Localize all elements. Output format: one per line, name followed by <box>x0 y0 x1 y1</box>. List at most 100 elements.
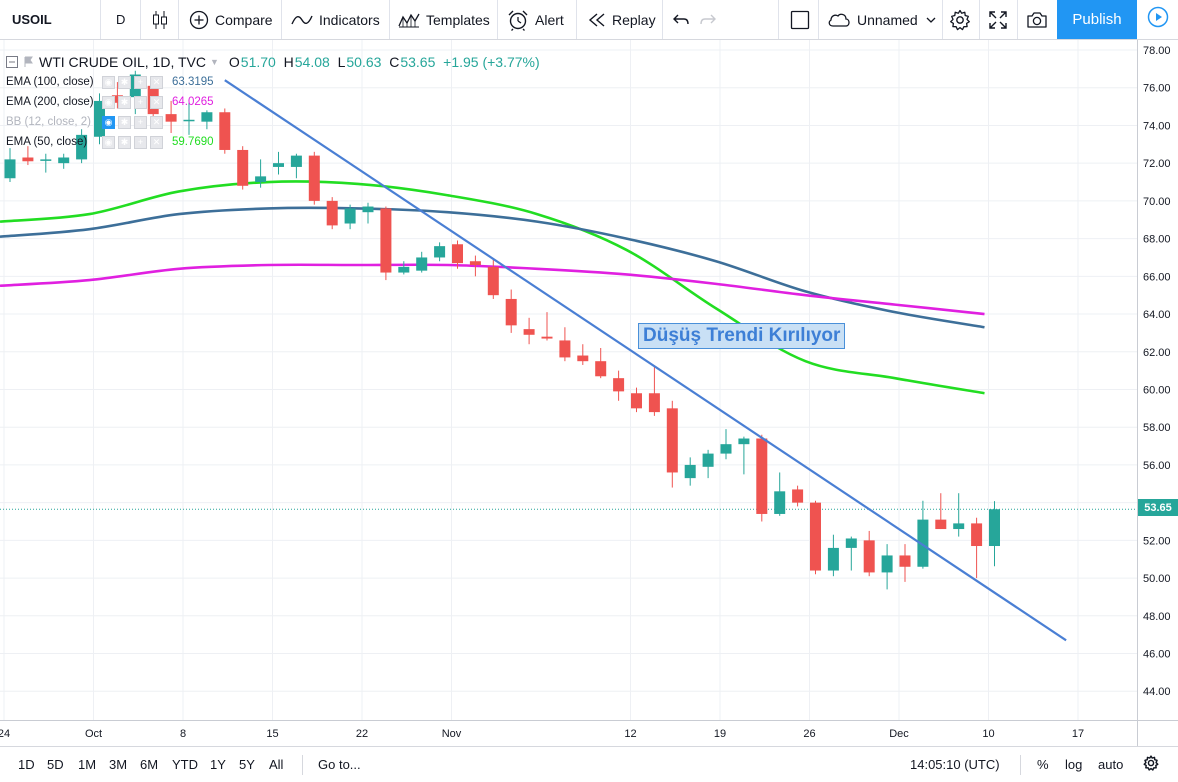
high-key: H <box>283 54 294 70</box>
symbol-title: WTI CRUDE OIL, 1D, TVC <box>39 54 206 70</box>
candle-down <box>505 289 517 333</box>
redo-button[interactable] <box>699 0 717 39</box>
snapshot-button[interactable] <box>1026 0 1048 39</box>
alert-label: Alert <box>535 11 564 28</box>
range-all[interactable]: All <box>269 757 284 772</box>
interval-button[interactable]: D <box>116 12 126 27</box>
indicator-value: 59.7690 <box>172 136 214 148</box>
close-icon[interactable]: ✕ <box>150 75 163 89</box>
eye-icon[interactable]: ◉ <box>102 75 115 89</box>
collapse-legend-icon[interactable] <box>6 56 18 68</box>
more-icon[interactable]: + <box>134 135 147 149</box>
gear-icon[interactable]: ✱ <box>118 135 131 149</box>
play-button[interactable] <box>1137 0 1178 39</box>
settings-button[interactable] <box>949 0 971 39</box>
gear-icon[interactable]: ✱ <box>118 95 131 109</box>
trendline[interactable] <box>224 79 1067 642</box>
candle-up <box>255 159 267 188</box>
price-tick-label: 62.00 <box>1143 347 1171 359</box>
range-1d[interactable]: 1D <box>18 757 35 772</box>
close-icon[interactable]: ✕ <box>150 115 163 129</box>
eye-icon[interactable]: ◉ <box>102 95 115 109</box>
candle-down <box>613 370 625 401</box>
compare-button[interactable]: Compare <box>189 0 273 39</box>
replay-button[interactable]: Replay <box>588 0 656 39</box>
candle-body <box>183 119 195 122</box>
range-3m[interactable]: 3M <box>109 757 128 772</box>
price-tick-label: 52.00 <box>1143 535 1171 547</box>
indicator-name: EMA (100, close) <box>6 76 94 88</box>
layout-menu-button[interactable]: Unnamed <box>827 0 936 39</box>
range-1m[interactable]: 1M <box>78 757 97 772</box>
candle-body <box>899 555 911 567</box>
candle-body <box>487 266 499 296</box>
camera-icon <box>1026 11 1048 29</box>
templates-button[interactable]: Templates <box>398 0 490 39</box>
redo-icon <box>699 13 717 27</box>
candle-up <box>273 151 284 175</box>
chart-settings-button[interactable] <box>1143 747 1159 782</box>
gear-icon[interactable]: ✱ <box>118 75 131 89</box>
indicator-row-ema100[interactable]: EMA (100, close) ◉ ✱ + ✕ 63.3195 <box>6 72 540 92</box>
alert-button[interactable]: Alert <box>507 0 564 39</box>
candle-down <box>863 530 875 577</box>
symbol-search-field[interactable]: USOIL <box>12 12 52 27</box>
candle-up <box>362 202 374 224</box>
more-icon[interactable]: + <box>134 75 147 89</box>
range-ytd[interactable]: YTD <box>172 757 198 772</box>
plus-circle-icon <box>189 10 209 30</box>
square-icon <box>790 10 810 30</box>
chart-style-button[interactable] <box>151 0 169 39</box>
candles-icon <box>151 10 169 30</box>
candle-body <box>434 246 446 258</box>
toolbar-separator <box>662 0 663 39</box>
layout-checkbox[interactable] <box>790 0 810 39</box>
candle-body <box>810 502 821 571</box>
goto-button[interactable]: Go to... <box>318 757 361 772</box>
candle-body <box>559 340 571 358</box>
clock-display[interactable]: 14:05:10 (UTC) <box>910 757 1000 772</box>
range-5y[interactable]: 5Y <box>239 757 255 772</box>
eye-icon[interactable]: ◉ <box>102 115 115 129</box>
candle-body <box>989 509 1000 547</box>
candle-body <box>416 257 428 271</box>
time-tick-label: 8 <box>180 728 186 740</box>
gear-icon[interactable]: ✱ <box>118 115 131 129</box>
time-tick-label: 15 <box>266 728 278 740</box>
range-1y[interactable]: 1Y <box>210 757 226 772</box>
eye-icon[interactable]: ◉ <box>102 135 115 149</box>
range-5d[interactable]: 5D <box>47 757 64 772</box>
log-toggle[interactable]: log <box>1065 757 1083 772</box>
price-tick-label: 60.00 <box>1143 384 1171 396</box>
candle-body <box>76 134 88 160</box>
indicator-value: 63.3195 <box>172 76 214 88</box>
time-tick-label: 22 <box>356 728 368 740</box>
candle-up <box>94 93 105 145</box>
close-icon[interactable]: ✕ <box>150 95 163 109</box>
annotation-label[interactable]: Düşüş Trendi Kırılıyor <box>638 323 846 349</box>
candle-down <box>326 197 338 230</box>
candle-body <box>684 464 696 479</box>
more-icon[interactable]: + <box>134 115 147 129</box>
indicator-row-bb[interactable]: BB (12, close, 2) ◉ ✱ + ✕ <box>6 112 540 132</box>
chart-pane[interactable]: 44.0046.0048.0050.0052.0054.0056.0058.00… <box>0 40 1178 746</box>
price-chart[interactable]: 44.0046.0048.0050.0052.0054.0056.0058.00… <box>0 40 1178 746</box>
percent-toggle[interactable]: % <box>1037 757 1049 772</box>
fullscreen-button[interactable] <box>988 0 1008 39</box>
legend-main-row: WTI CRUDE OIL, 1D, TVC ▼ O51.70 H54.08 L… <box>6 52 540 72</box>
legend-dropdown-icon[interactable]: ▼ <box>209 57 219 67</box>
time-tick-label: 24 <box>0 728 10 740</box>
candle-body <box>541 336 553 339</box>
indicators-button[interactable]: Indicators <box>291 0 380 39</box>
indicator-row-ema200[interactable]: EMA (200, close) ◉ ✱ + ✕ 64.0265 <box>6 92 540 112</box>
time-tick-label: 19 <box>714 728 726 740</box>
indicators-label: Indicators <box>319 11 380 28</box>
publish-button[interactable]: Publish <box>1057 0 1137 39</box>
range-6m[interactable]: 6M <box>140 757 159 772</box>
indicator-row-ema50[interactable]: EMA (50, close) ◉ ✱ + ✕ 59.7690 <box>6 132 540 152</box>
undo-button[interactable] <box>672 0 690 39</box>
more-icon[interactable]: + <box>134 95 147 109</box>
ema-lines <box>0 180 985 395</box>
close-icon[interactable]: ✕ <box>150 135 163 149</box>
auto-toggle[interactable]: auto <box>1098 757 1124 772</box>
